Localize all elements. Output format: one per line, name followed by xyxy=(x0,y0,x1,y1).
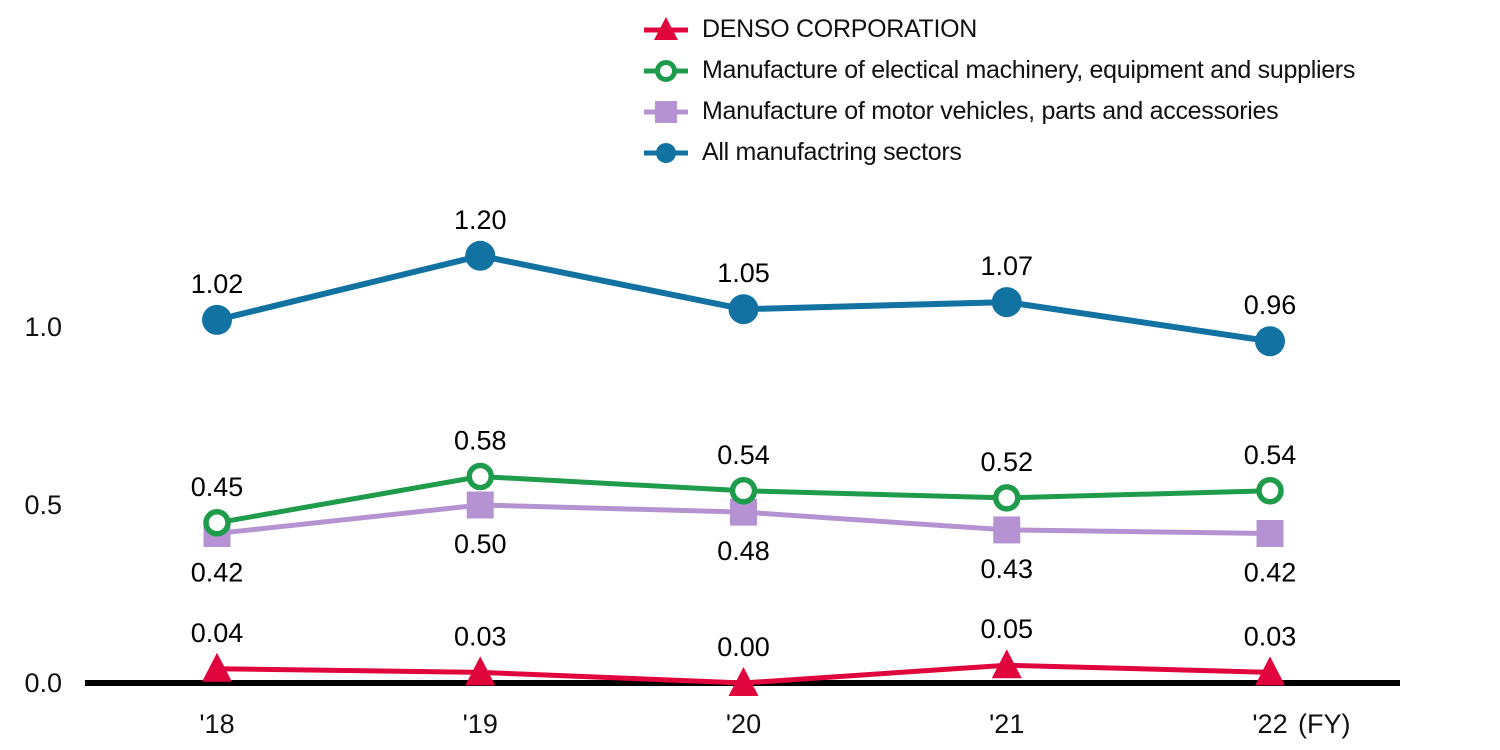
data-value-label: 0.96 xyxy=(1244,290,1297,320)
data-value-label: 1.20 xyxy=(454,205,507,235)
legend-item-motor-vehicles: Manufacture of motor vehicles, parts and… xyxy=(643,91,1355,132)
data-value-label: 1.07 xyxy=(980,251,1033,281)
triangle-marker xyxy=(465,656,496,686)
square-legend-glyph xyxy=(644,100,688,123)
open-circle-marker xyxy=(993,484,1021,512)
x-tick-label: '22 xyxy=(1252,709,1287,739)
data-value-label: 0.05 xyxy=(980,614,1033,644)
y-tick-label: 0.0 xyxy=(24,668,62,698)
data-value-label: 0.50 xyxy=(454,529,507,559)
legend-item-electrical-machinery: Manufacture of electical machinery, equi… xyxy=(643,50,1355,91)
x-tick-label: '21 xyxy=(989,709,1024,739)
circle-marker xyxy=(656,142,676,163)
triangle-marker xyxy=(1255,656,1285,686)
data-value-label: 0.54 xyxy=(1244,440,1297,470)
data-value-label: 0.00 xyxy=(717,632,770,662)
open-circle-legend-glyph xyxy=(644,59,688,82)
legend-item-denso: DENSO CORPORATION xyxy=(643,9,1355,50)
triangle-marker xyxy=(728,667,759,696)
triangle-legend-glyph xyxy=(644,16,688,40)
triangle-marker-icon xyxy=(643,15,689,45)
data-value-label: 0.04 xyxy=(191,618,244,648)
y-tick-label: 1.0 xyxy=(24,312,62,342)
open-circle-marker-icon xyxy=(643,56,689,86)
data-value-label: 0.42 xyxy=(191,557,244,587)
data-value-label: 0.58 xyxy=(454,426,507,456)
data-value-label: 0.42 xyxy=(1244,557,1297,587)
square-marker xyxy=(655,100,677,123)
circle-marker xyxy=(1255,326,1285,357)
x-tick-label: '19 xyxy=(463,709,498,739)
y-tick-label: 0.5 xyxy=(24,490,62,520)
triangle-marker xyxy=(991,649,1022,679)
square-marker xyxy=(466,491,494,519)
data-value-label: 0.52 xyxy=(980,447,1033,477)
circle-marker xyxy=(991,287,1022,318)
open-circle-marker xyxy=(655,59,677,82)
legend-label: DENSO CORPORATION xyxy=(702,15,978,43)
circle-marker xyxy=(728,294,759,325)
data-value-label: 1.05 xyxy=(717,258,770,288)
x-tick-label: '20 xyxy=(726,709,761,739)
square-marker-icon xyxy=(643,97,689,127)
circle-legend-glyph xyxy=(644,142,688,163)
triangle-marker xyxy=(202,652,232,682)
data-value-label: 0.03 xyxy=(1244,621,1297,651)
data-value-label: 0.48 xyxy=(717,536,770,566)
open-circle-marker xyxy=(203,509,231,537)
data-value-label: 0.03 xyxy=(454,621,507,651)
x-tick-label: '18 xyxy=(199,709,234,739)
circle-marker-icon xyxy=(643,138,689,168)
circle-marker xyxy=(202,304,232,335)
legend-label: All manufactring sectors xyxy=(702,138,962,166)
open-circle-marker xyxy=(466,462,494,491)
circle-marker xyxy=(465,240,496,271)
data-value-label: 0.45 xyxy=(191,472,244,502)
square-marker xyxy=(993,516,1021,544)
legend-label: Manufacture of motor vehicles, parts and… xyxy=(702,97,1279,125)
x-axis-unit-label: (FY) xyxy=(1298,709,1350,739)
square-marker xyxy=(1256,519,1284,547)
triangle-marker xyxy=(654,16,678,40)
legend-item-all-manufacturing: All manufactring sectors xyxy=(643,132,1355,173)
open-circle-marker xyxy=(729,477,758,505)
data-value-label: 1.02 xyxy=(191,269,244,299)
data-value-label: 0.43 xyxy=(980,554,1033,584)
legend-label: Manufacture of electical machinery, equi… xyxy=(702,56,1356,84)
data-value-label: 0.54 xyxy=(717,440,770,470)
open-circle-marker xyxy=(1256,477,1284,505)
legend: DENSO CORPORATION Manufacture of electic… xyxy=(643,9,1355,173)
